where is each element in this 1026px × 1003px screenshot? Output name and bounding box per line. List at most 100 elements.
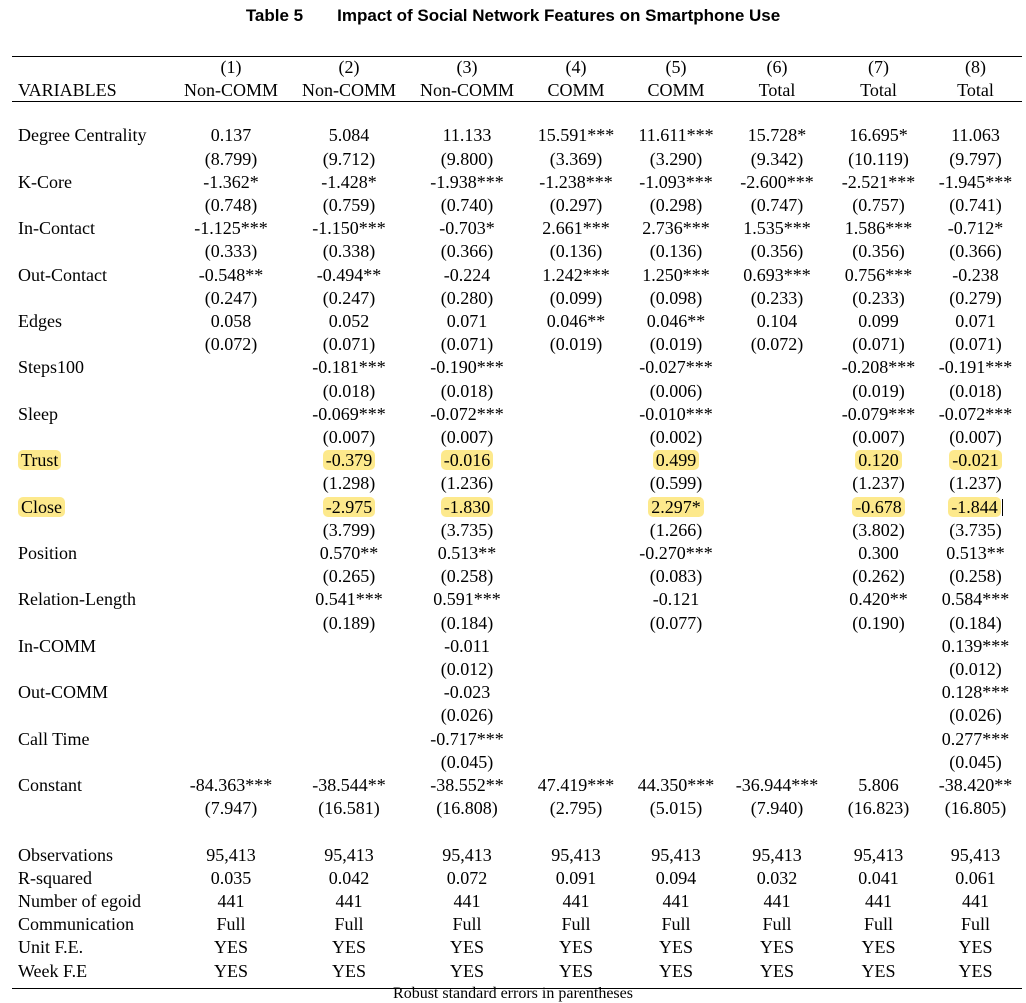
header-blank	[12, 56, 172, 79]
stat-value: 441	[763, 890, 791, 911]
std-error-cell: (0.071)	[440, 334, 494, 355]
stat-row: Observations 95,413 95,413 95,413 95,413 95,4…	[12, 844, 1022, 867]
std-error-cell: (0.258)	[440, 566, 494, 587]
coefficient-cell: 0.046**	[546, 311, 606, 332]
regression-table: (1) (2) (3) (4) (5) (6) (7) (8) VARIABLES Non-COM…	[12, 56, 1022, 983]
coefficient-cell: -1.938***	[430, 171, 504, 192]
std-error-cell	[290, 704, 408, 727]
std-error-cell: (16.805)	[944, 798, 1007, 819]
stat-value: 95,413	[752, 844, 802, 865]
coefficient-cell: 47.419***	[537, 775, 615, 796]
std-error-cell: (0.019)	[549, 334, 603, 355]
coefficient-cell: 0.277***	[941, 728, 1010, 749]
column-number: (1)	[220, 57, 242, 77]
variable-name: K-Core	[18, 171, 72, 192]
coefficient-cell: -1.844	[929, 496, 1022, 519]
coefficient-cell	[526, 681, 626, 704]
table-label: Table 5	[245, 6, 304, 25]
coef-row: Out-COMM -0.023 0.128***	[12, 681, 1022, 704]
highlighted-coefficient: 2.297*	[648, 496, 704, 517]
std-error-cell: (3.290)	[649, 148, 703, 169]
coefficient-cell: -0.224	[443, 264, 491, 285]
coefficient-cell: -1.362*	[203, 171, 259, 192]
stat-value: YES	[759, 960, 794, 981]
std-error-cell: (0.045)	[949, 751, 1002, 772]
coefficient-cell	[172, 588, 290, 611]
std-error-cell	[290, 751, 408, 774]
coef-row: Degree Centrality 0.137 5.084 11.133 15.591*…	[12, 124, 1022, 147]
se-blank	[12, 751, 172, 774]
stat-value: 441	[335, 890, 363, 911]
coefficient-cell: 1.535***	[743, 218, 811, 239]
coefficient-cell: -1.150***	[312, 218, 386, 239]
std-error-cell: (5.015)	[649, 798, 703, 819]
stat-value: 0.035	[210, 867, 252, 888]
se-blank	[12, 240, 172, 263]
variable-name: Degree Centrality	[18, 125, 147, 146]
std-error-cell: (0.298)	[649, 195, 703, 216]
coefficient-cell	[726, 681, 828, 704]
std-error-cell	[726, 612, 828, 635]
coefficient-cell: -0.379	[290, 449, 408, 472]
stat-label: Observations	[18, 844, 113, 865]
coefficient-cell: 0.128***	[941, 682, 1010, 703]
variable-name: Relation-Length	[18, 589, 136, 610]
coefficient-cell: -38.552**	[430, 775, 504, 796]
coefficient-cell: 0.071	[955, 311, 996, 332]
stat-value: YES	[213, 937, 248, 958]
stat-label: R-squared	[18, 867, 92, 888]
highlighted-coefficient: 0.499	[652, 450, 700, 471]
coefficient-cell: 0.052	[328, 311, 370, 332]
coefficient-cell: 0.513**	[437, 543, 497, 564]
se-blank	[12, 565, 172, 588]
stat-value: 0.041	[858, 867, 899, 888]
std-error-cell	[626, 751, 726, 774]
coefficient-cell: 0.693***	[743, 264, 811, 285]
coefficient-cell: -1.830	[408, 496, 526, 519]
std-error-cell: (10.119)	[848, 148, 909, 169]
coefficient-cell: -1.428*	[321, 171, 377, 192]
std-error-cell: (3.735)	[949, 519, 1002, 540]
std-error-cell: (0.184)	[440, 612, 494, 633]
stat-value: YES	[213, 960, 248, 981]
coefficient-cell	[626, 635, 726, 658]
coefficient-cell: -0.072***	[430, 403, 504, 424]
text-cursor	[1001, 498, 1003, 516]
coefficient-cell	[172, 403, 290, 426]
std-error-cell	[726, 519, 828, 542]
column-number: (4)	[565, 57, 587, 77]
coef-row: Relation-Length 0.541*** 0.591*** -0.121 0.4…	[12, 588, 1022, 611]
header-row-numbers: (1) (2) (3) (4) (5) (6) (7) (8)	[12, 56, 1022, 79]
coefficient-cell	[526, 728, 626, 751]
coefficient-cell: -0.717***	[430, 728, 504, 749]
coefficient-cell: -0.270***	[639, 543, 713, 564]
coefficient-cell	[172, 449, 290, 472]
table-footnote: Robust standard errors in parentheses	[393, 985, 633, 1002]
coefficient-cell	[726, 635, 828, 658]
std-error-cell	[172, 565, 290, 588]
column-name: Total	[957, 80, 994, 101]
std-error-cell	[726, 565, 828, 588]
coefficient-cell: -2.975	[290, 496, 408, 519]
std-error-cell: (0.338)	[322, 241, 376, 262]
se-row: (0.748) (0.759) (0.740) (0.297) (0.298) (0.74…	[12, 194, 1022, 217]
std-error-cell	[172, 380, 290, 403]
stat-value: Full	[561, 914, 591, 935]
std-error-cell: (0.757)	[852, 195, 905, 216]
std-error-cell: (9.800)	[440, 148, 494, 169]
std-error-cell: (7.947)	[204, 798, 258, 819]
stat-value: 95,413	[853, 844, 904, 865]
coef-row: Constant -84.363*** -38.544** -38.552** 47.4…	[12, 774, 1022, 797]
se-row: (0.045) (0.045)	[12, 751, 1022, 774]
std-error-cell	[526, 565, 626, 588]
coefficient-cell: -0.181***	[312, 357, 386, 378]
se-blank	[12, 287, 172, 310]
std-error-cell: (0.026)	[949, 705, 1002, 726]
std-error-cell: (1.237)	[852, 473, 905, 494]
std-error-cell: (2.795)	[549, 798, 603, 819]
std-error-cell: (0.740)	[440, 195, 494, 216]
stat-value: Full	[661, 914, 691, 935]
highlighted-coefficient: -1.844	[948, 496, 1001, 517]
coefficient-cell: -38.544**	[312, 775, 386, 796]
variables-header: VARIABLES	[18, 80, 117, 101]
